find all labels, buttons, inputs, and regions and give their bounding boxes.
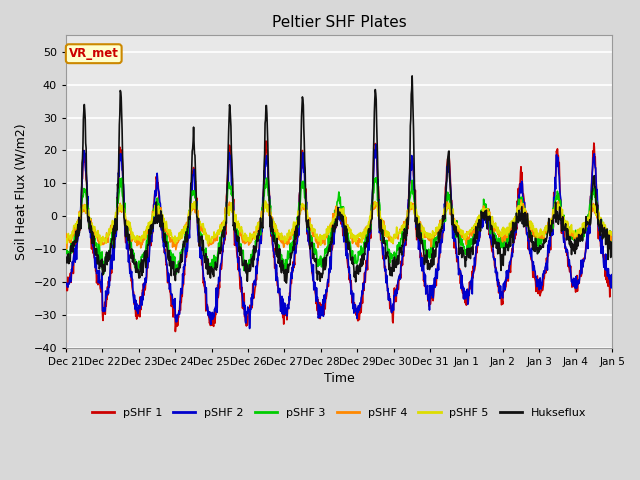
pSHF 4: [349, 234, 357, 240]
pSHF 4: [246, 235, 254, 241]
pSHF 4: [62, 231, 70, 237]
Title: Peltier SHF Plates: Peltier SHF Plates: [272, 15, 406, 30]
Hukseflux: [154, 216, 162, 221]
pSHF 1: [350, 304, 358, 310]
pSHF 3: [608, 231, 616, 237]
pSHF 3: [246, 258, 254, 264]
Text: VR_met: VR_met: [69, 47, 118, 60]
pSHF 1: [300, 154, 308, 160]
Line: pSHF 5: pSHF 5: [66, 201, 612, 245]
pSHF 3: [134, 270, 142, 276]
pSHF 1: [608, 278, 616, 284]
Line: pSHF 3: pSHF 3: [66, 178, 612, 275]
pSHF 5: [155, 203, 163, 209]
pSHF 4: [154, 208, 162, 214]
pSHF 2: [349, 290, 357, 296]
pSHF 1: [362, 279, 369, 285]
pSHF 5: [97, 242, 104, 248]
pSHF 1: [172, 329, 179, 335]
Line: pSHF 4: pSHF 4: [66, 200, 612, 250]
pSHF 2: [300, 154, 307, 159]
pSHF 4: [134, 242, 142, 248]
pSHF 2: [62, 281, 70, 287]
pSHF 1: [154, 180, 162, 186]
pSHF 2: [361, 278, 369, 284]
pSHF 1: [62, 287, 70, 292]
X-axis label: Time: Time: [324, 372, 355, 385]
pSHF 5: [350, 232, 358, 238]
pSHF 3: [361, 245, 369, 251]
Line: pSHF 2: pSHF 2: [66, 144, 612, 328]
pSHF 4: [172, 247, 180, 252]
pSHF 3: [372, 175, 380, 180]
pSHF 3: [349, 256, 357, 262]
Hukseflux: [246, 268, 254, 274]
pSHF 5: [262, 198, 269, 204]
pSHF 4: [608, 229, 616, 235]
pSHF 4: [517, 197, 525, 203]
Hukseflux: [608, 245, 616, 251]
pSHF 5: [62, 240, 70, 246]
pSHF 1: [246, 305, 254, 311]
Hukseflux: [300, 102, 307, 108]
Hukseflux: [283, 280, 291, 286]
pSHF 1: [134, 313, 142, 319]
Line: pSHF 1: pSHF 1: [66, 141, 612, 332]
pSHF 3: [300, 179, 307, 184]
pSHF 5: [362, 229, 369, 235]
pSHF 1: [262, 138, 270, 144]
pSHF 2: [608, 272, 616, 278]
Hukseflux: [134, 268, 142, 274]
pSHF 2: [154, 185, 162, 191]
pSHF 5: [300, 202, 308, 208]
pSHF 2: [134, 308, 142, 313]
pSHF 5: [608, 229, 616, 235]
Hukseflux: [408, 73, 416, 79]
Line: Hukseflux: Hukseflux: [66, 76, 612, 283]
pSHF 3: [172, 272, 179, 277]
pSHF 3: [62, 250, 70, 256]
Hukseflux: [62, 254, 70, 260]
pSHF 5: [135, 235, 143, 241]
Hukseflux: [361, 252, 369, 257]
Hukseflux: [349, 261, 357, 266]
pSHF 2: [372, 142, 380, 147]
pSHF 2: [246, 325, 253, 331]
pSHF 2: [246, 306, 254, 312]
pSHF 3: [154, 206, 162, 212]
pSHF 5: [246, 239, 254, 245]
Legend: pSHF 1, pSHF 2, pSHF 3, pSHF 4, pSHF 5, Hukseflux: pSHF 1, pSHF 2, pSHF 3, pSHF 4, pSHF 5, …: [87, 403, 591, 422]
pSHF 4: [361, 233, 369, 239]
pSHF 4: [300, 204, 307, 209]
Y-axis label: Soil Heat Flux (W/m2): Soil Heat Flux (W/m2): [15, 123, 28, 260]
